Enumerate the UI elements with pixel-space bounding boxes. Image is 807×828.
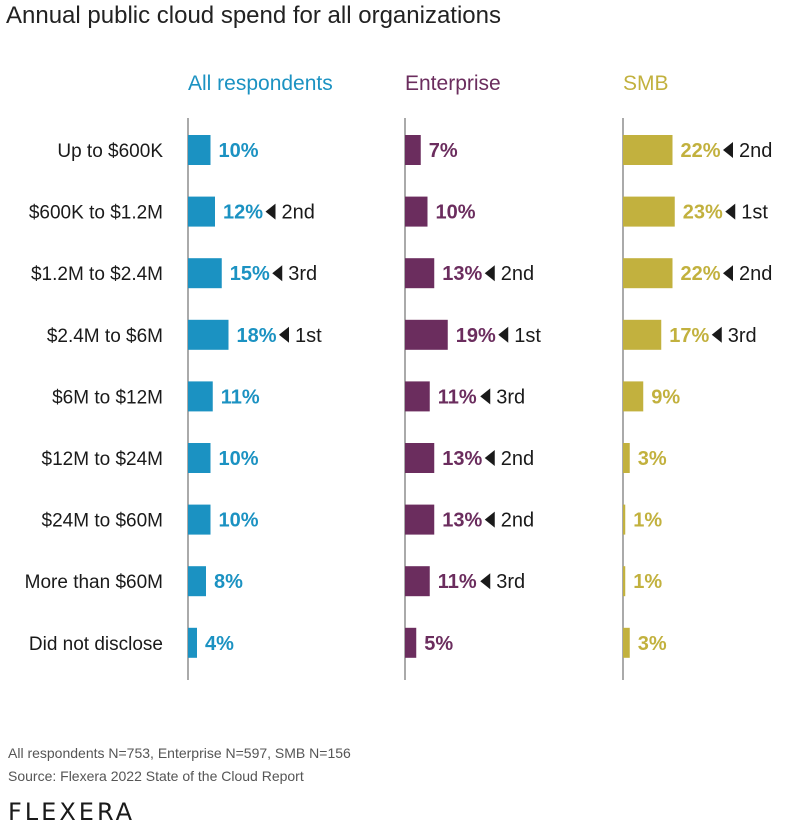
rank-label: 3rd [728,325,757,347]
rank-label: 3rd [496,386,525,408]
bar [623,627,630,658]
series-header: All respondents [188,72,333,95]
value-label: 3% [638,633,667,655]
bar [405,566,430,597]
rank-label: 2nd [739,140,772,162]
rank-marker-icon [279,326,289,343]
rank-marker-icon [484,511,495,528]
value-label: 10% [219,510,259,532]
bar [405,504,435,535]
value-label: 19% [456,325,496,347]
rank-label: 2nd [501,510,534,532]
value-label: 1% [633,510,662,532]
value-label: 22% [681,140,721,162]
bar [623,566,626,597]
bar [623,381,644,412]
bar [405,135,421,165]
series-header: Enterprise [405,72,501,95]
bar [188,196,215,227]
bar [188,504,211,535]
bar [188,566,206,597]
rank-label: 2nd [501,263,534,285]
bar [188,443,211,473]
rank-marker-icon [484,450,495,466]
rank-label: 2nd [739,263,772,285]
bar-chart: Up to $600K $600K to $1.2M $1.2M to $2.4M $… [25,72,772,680]
value-label: 13% [442,448,482,470]
bar [188,135,211,165]
rank-label: 1st [514,325,541,347]
value-label: 11% [438,386,477,408]
value-label: 5% [424,633,453,655]
bar [623,258,673,289]
category-label: $12M to $24M [42,449,163,470]
bar [623,196,675,227]
rank-label: 3rd [496,571,525,593]
value-label: 4% [205,633,234,655]
bar [188,258,222,289]
bar [623,443,630,473]
value-label: 3% [638,448,667,470]
rank-label: 2nd [282,202,315,224]
bar [188,627,197,658]
rank-marker-icon [480,388,491,405]
bar [188,381,213,412]
rank-marker-icon [272,265,283,282]
category-label: More than $60M [25,572,163,593]
rank-label: 3rd [288,263,317,285]
bar [405,443,435,473]
value-label: 17% [669,325,709,347]
bar [188,319,229,350]
rank-marker-icon [723,265,733,282]
value-label: 18% [237,325,277,347]
bar [405,627,417,658]
value-label: 9% [651,386,680,408]
bar [405,381,430,412]
rank-marker-icon [484,265,495,282]
series-header: SMB [623,72,669,95]
bar [623,504,626,535]
value-label: 1% [633,571,662,593]
value-label: 13% [442,510,482,532]
value-label: 10% [219,448,259,470]
flexera-logo: FLEXERA [8,798,136,826]
rank-marker-icon [711,326,722,343]
value-label: 10% [436,202,476,224]
category-label: $2.4M to $6M [47,326,163,347]
chart-title: Annual public cloud spend for all organi… [6,2,501,29]
rank-marker-icon [480,573,491,590]
bar [623,319,662,350]
category-label: $6M to $12M [52,387,163,408]
value-label: 22% [681,263,721,285]
value-label: 12% [223,202,263,224]
value-label: 11% [221,386,260,408]
bar [623,135,673,165]
value-label: 13% [442,263,482,285]
rank-marker-icon [498,326,509,343]
category-label: $1.2M to $2.4M [31,264,163,285]
value-label: 11% [438,571,477,593]
category-label: $600K to $1.2M [29,203,163,224]
value-label: 7% [429,140,458,162]
bar [405,196,428,227]
rank-marker-icon [265,203,276,220]
source-note: Source: Flexera 2022 State of the Cloud … [8,768,304,784]
rank-marker-icon [723,142,733,158]
category-label: Up to $600K [57,141,163,162]
sample-size-note: All respondents N=753, Enterprise N=597,… [8,745,351,761]
category-label: $24M to $60M [42,511,163,532]
value-label: 8% [214,571,243,593]
value-label: 15% [230,263,270,285]
category-label: Did not disclose [29,634,163,655]
rank-label: 1st [741,202,768,224]
rank-marker-icon [725,203,736,220]
value-label: 23% [683,202,723,224]
bar [405,319,448,350]
bar [405,258,435,289]
value-label: 10% [219,140,259,162]
rank-label: 2nd [501,448,534,470]
rank-label: 1st [295,325,322,347]
